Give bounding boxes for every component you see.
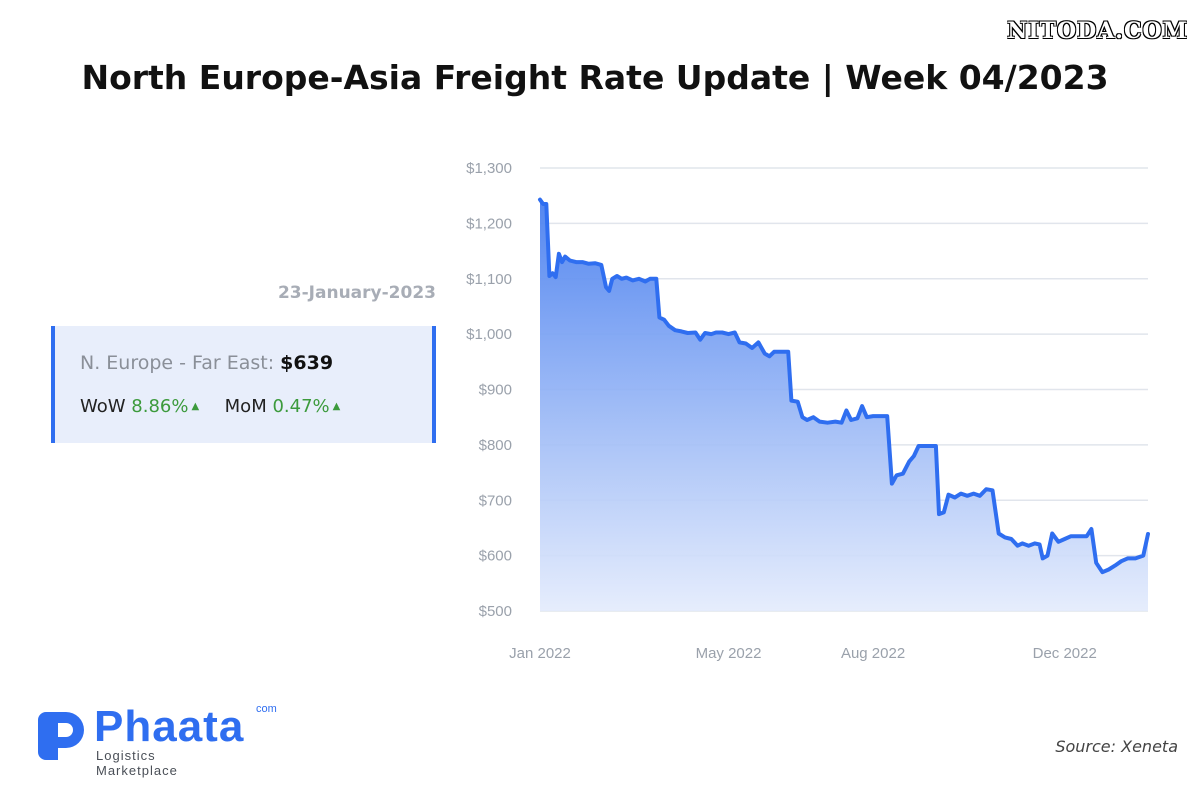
route-label: N. Europe - Far East: xyxy=(80,352,275,374)
y-tick-label: $600 xyxy=(479,548,512,565)
page-title: North Europe-Asia Freight Rate Update | … xyxy=(81,58,1109,97)
phaata-logo: Phaata com Logistics Marketplace xyxy=(32,702,277,778)
mom-value: 0.47% xyxy=(272,396,330,417)
y-tick-label: $1,300 xyxy=(466,160,512,177)
y-tick-label: $1,200 xyxy=(466,215,512,232)
mom-label: MoM xyxy=(224,396,267,417)
y-tick-label: $800 xyxy=(479,437,512,454)
mom-up-arrow-icon: ▲ xyxy=(332,401,341,412)
wow-value: 8.86% xyxy=(131,396,189,417)
logo-tagline: Logistics Marketplace xyxy=(96,748,178,778)
change-line: WoW 8.86% ▲ MoM 0.47% ▲ xyxy=(80,396,340,417)
series-area xyxy=(540,199,1148,611)
x-tick-label: May 2022 xyxy=(696,645,762,662)
phaata-logo-icon xyxy=(38,712,84,760)
wow-label: WoW xyxy=(80,396,126,417)
source-note: Source: Xeneta xyxy=(1055,737,1178,756)
x-tick-label: Aug 2022 xyxy=(841,645,905,662)
x-tick-label: Dec 2022 xyxy=(1033,645,1097,662)
y-tick-label: $900 xyxy=(479,382,512,399)
report-date: 23-January-2023 xyxy=(277,283,436,303)
series-line xyxy=(538,197,1150,575)
y-tick-label: $1,000 xyxy=(466,326,512,343)
y-tick-label: $500 xyxy=(479,603,512,620)
logo-suffix: com xyxy=(256,703,277,715)
rate-summary-card: N. Europe - Far East: $639 WoW 8.86% ▲ Mo… xyxy=(51,326,436,443)
y-tick-label: $700 xyxy=(479,492,512,509)
route-value: $639 xyxy=(280,352,334,374)
route-line: N. Europe - Far East: $639 xyxy=(80,352,333,374)
wow-up-arrow-icon: ▲ xyxy=(191,401,200,412)
logo-name: Phaata xyxy=(94,702,245,751)
x-tick-label: Jan 2022 xyxy=(509,645,571,662)
watermark: NITODA.COM xyxy=(1007,18,1188,44)
y-tick-label: $1,100 xyxy=(466,271,512,288)
